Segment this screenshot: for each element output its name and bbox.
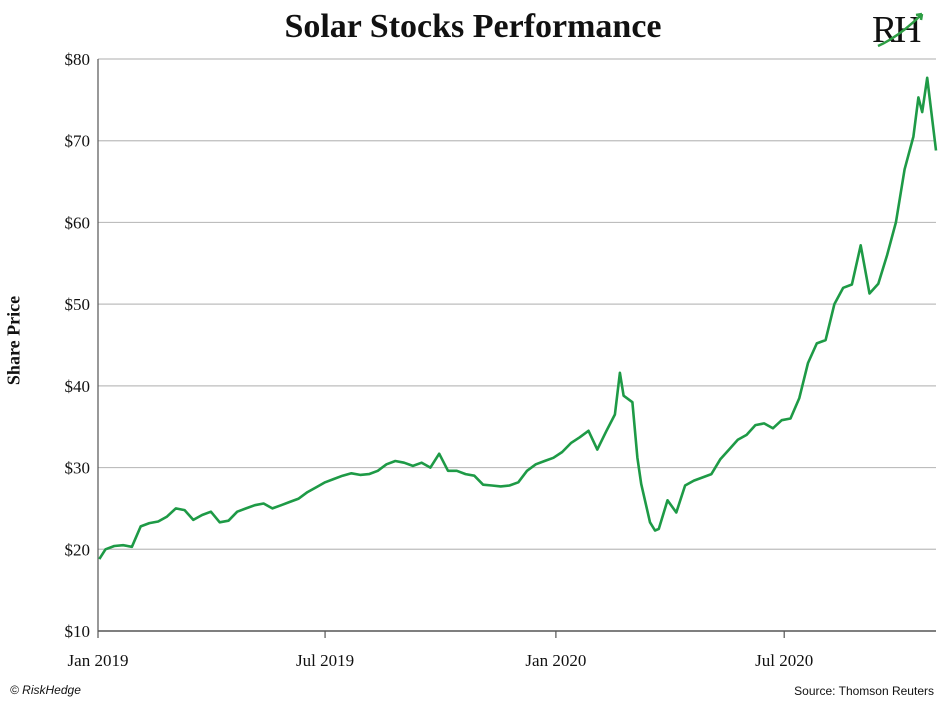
x-tick-label: Jan 2020	[525, 651, 586, 670]
y-tick-label: $50	[65, 295, 91, 314]
x-tick-label: Jul 2020	[755, 651, 813, 670]
x-tick-label: Jan 2019	[68, 651, 129, 670]
y-tick-label: $30	[65, 459, 91, 478]
riskhedge-logo: R H	[870, 6, 936, 52]
y-tick-label: $20	[65, 540, 91, 559]
y-tick-label: $40	[65, 377, 91, 396]
y-tick-label: $60	[65, 213, 91, 232]
logo-arrow-icon	[877, 12, 924, 48]
copyright-note: © RiskHedge	[10, 683, 81, 697]
y-tick-label: $70	[65, 132, 91, 151]
source-note: Source: Thomson Reuters	[794, 684, 934, 698]
series-line-0	[98, 76, 938, 560]
y-tick-label: $80	[65, 50, 91, 69]
chart-title: Solar Stocks Performance	[284, 8, 662, 45]
y-tick-label: $10	[65, 622, 91, 641]
x-tick-label: Jul 2019	[296, 651, 354, 670]
